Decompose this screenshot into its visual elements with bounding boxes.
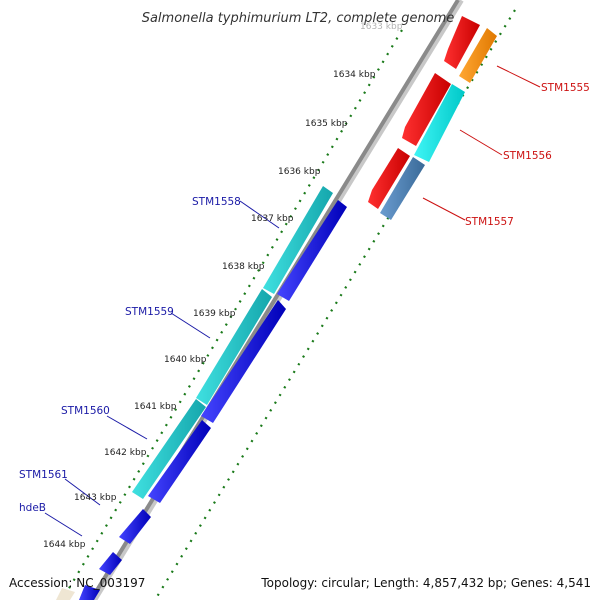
gene-stm1557-cds[interactable]	[368, 148, 410, 209]
backbone	[89, 0, 460, 600]
backbone-shadow	[91, 0, 464, 600]
gene-label-stm1555[interactable]: STM1555	[541, 82, 590, 94]
tick-label: 1644 kbp	[43, 540, 86, 550]
gene-stm1555-cds[interactable]	[444, 16, 480, 69]
gene-stm1557-feature[interactable]	[380, 157, 425, 220]
gene-stm1560-cds[interactable]	[148, 420, 211, 503]
gene-label-hdeb[interactable]: hdeB	[19, 502, 46, 514]
tick-label: 1634 kbp	[333, 70, 376, 80]
label-leaders	[44, 65, 541, 537]
tick-rail-inner	[67, 29, 403, 591]
gene-stm1556-cds[interactable]	[402, 73, 451, 146]
gene-stm1560-feature[interactable]	[132, 399, 206, 499]
gene-label-stm1558[interactable]: STM1558	[192, 196, 241, 208]
tick-label: 1640 kbp	[164, 355, 207, 365]
tick-label: 1636 kbp	[278, 167, 321, 177]
tick-label: 1643 kbp	[74, 493, 117, 503]
forward-strand-features	[56, 186, 347, 600]
gene-label-stm1560[interactable]: STM1560	[61, 405, 110, 417]
reverse-strand-features	[368, 16, 497, 220]
tick-label: 1637 kbp	[251, 214, 294, 224]
gene-stm1558-cds[interactable]	[277, 200, 347, 301]
gene-stm1558-feature[interactable]	[263, 186, 333, 294]
map-title: Salmonella typhimurium LT2, complete gen…	[142, 11, 455, 26]
gene-label-stm1561[interactable]: STM1561	[19, 469, 68, 481]
faded-feature	[56, 588, 75, 600]
tick-label: 1642 kbp	[104, 448, 147, 458]
gene-labels: STM1555 STM1556 STM1557 STM1558 STM1559 …	[19, 82, 590, 514]
gene-stm1561-cds[interactable]	[119, 509, 151, 544]
gene-stm1559-cds[interactable]	[201, 300, 286, 423]
tick-label: 1639 kbp	[193, 309, 236, 319]
tick-label: 1638 kbp	[222, 262, 265, 272]
gene-hdeb-cds[interactable]	[99, 552, 122, 575]
gene-label-stm1556[interactable]: STM1556	[503, 150, 552, 162]
genome-summary-text: Topology: circular; Length: 4,857,432 bp…	[260, 576, 591, 590]
accession-text: Accession: NC_003197	[9, 576, 145, 590]
gene-stm1559-feature[interactable]	[196, 289, 272, 405]
gene-stm1556-feature[interactable]	[414, 84, 465, 162]
gene-stm1555-feature[interactable]	[459, 28, 497, 83]
tick-labels: 1633 kbp 1634 kbp 1635 kbp 1636 kbp 1637…	[43, 22, 403, 550]
gene-label-stm1559[interactable]: STM1559	[125, 306, 174, 318]
tick-label: 1641 kbp	[134, 402, 177, 412]
gene-hdeb-partial[interactable]	[79, 585, 100, 600]
tick-label: 1633 kbp	[360, 22, 403, 32]
gene-label-stm1557[interactable]: STM1557	[465, 216, 514, 228]
tick-label: 1635 kbp	[305, 119, 348, 129]
